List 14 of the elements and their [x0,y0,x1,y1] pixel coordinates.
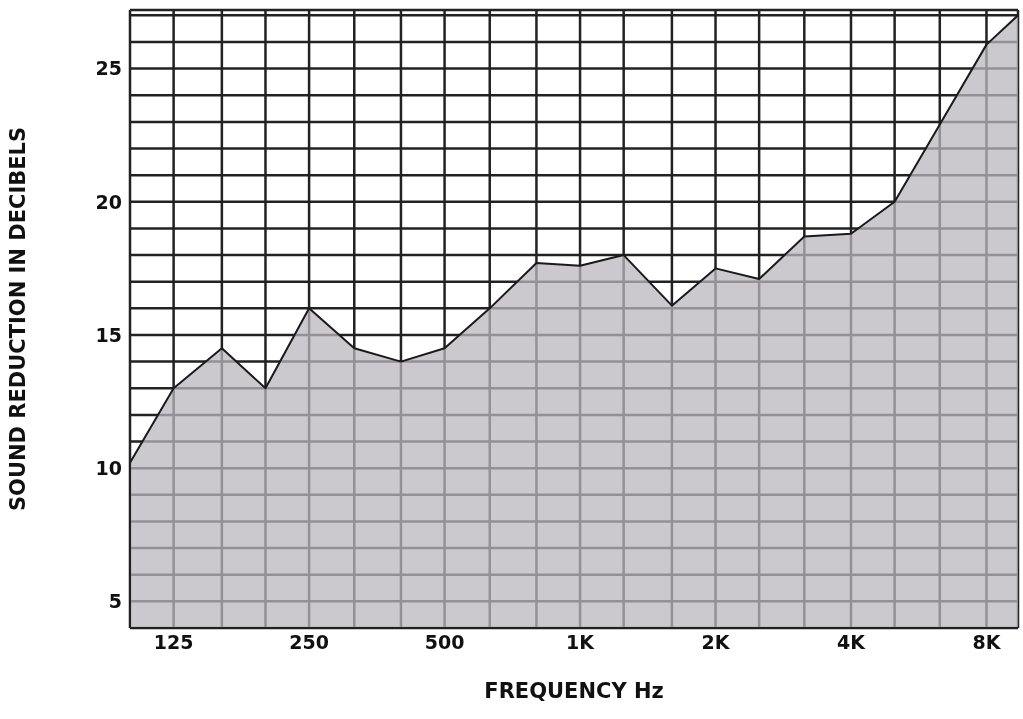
y-tick-label: 25 [95,57,122,80]
x-tick-label: 1K [566,631,596,654]
x-tick-label: 2K [701,631,731,654]
x-tick-label: 250 [289,631,329,654]
x-tick-label: 125 [153,631,194,654]
y-tick-label: 15 [95,323,122,346]
x-tick-label: 500 [424,631,465,654]
y-axis-title: SOUND REDUCTION IN DECIBELS [6,126,31,512]
y-tick-label: 10 [95,456,122,479]
x-tick-label: 4K [837,631,867,654]
x-axis-title: FREQUENCY Hz [484,679,664,703]
y-tick-label: 20 [95,190,122,213]
x-tick-label: 8K [972,631,1002,654]
y-tick-label: 5 [108,590,122,613]
